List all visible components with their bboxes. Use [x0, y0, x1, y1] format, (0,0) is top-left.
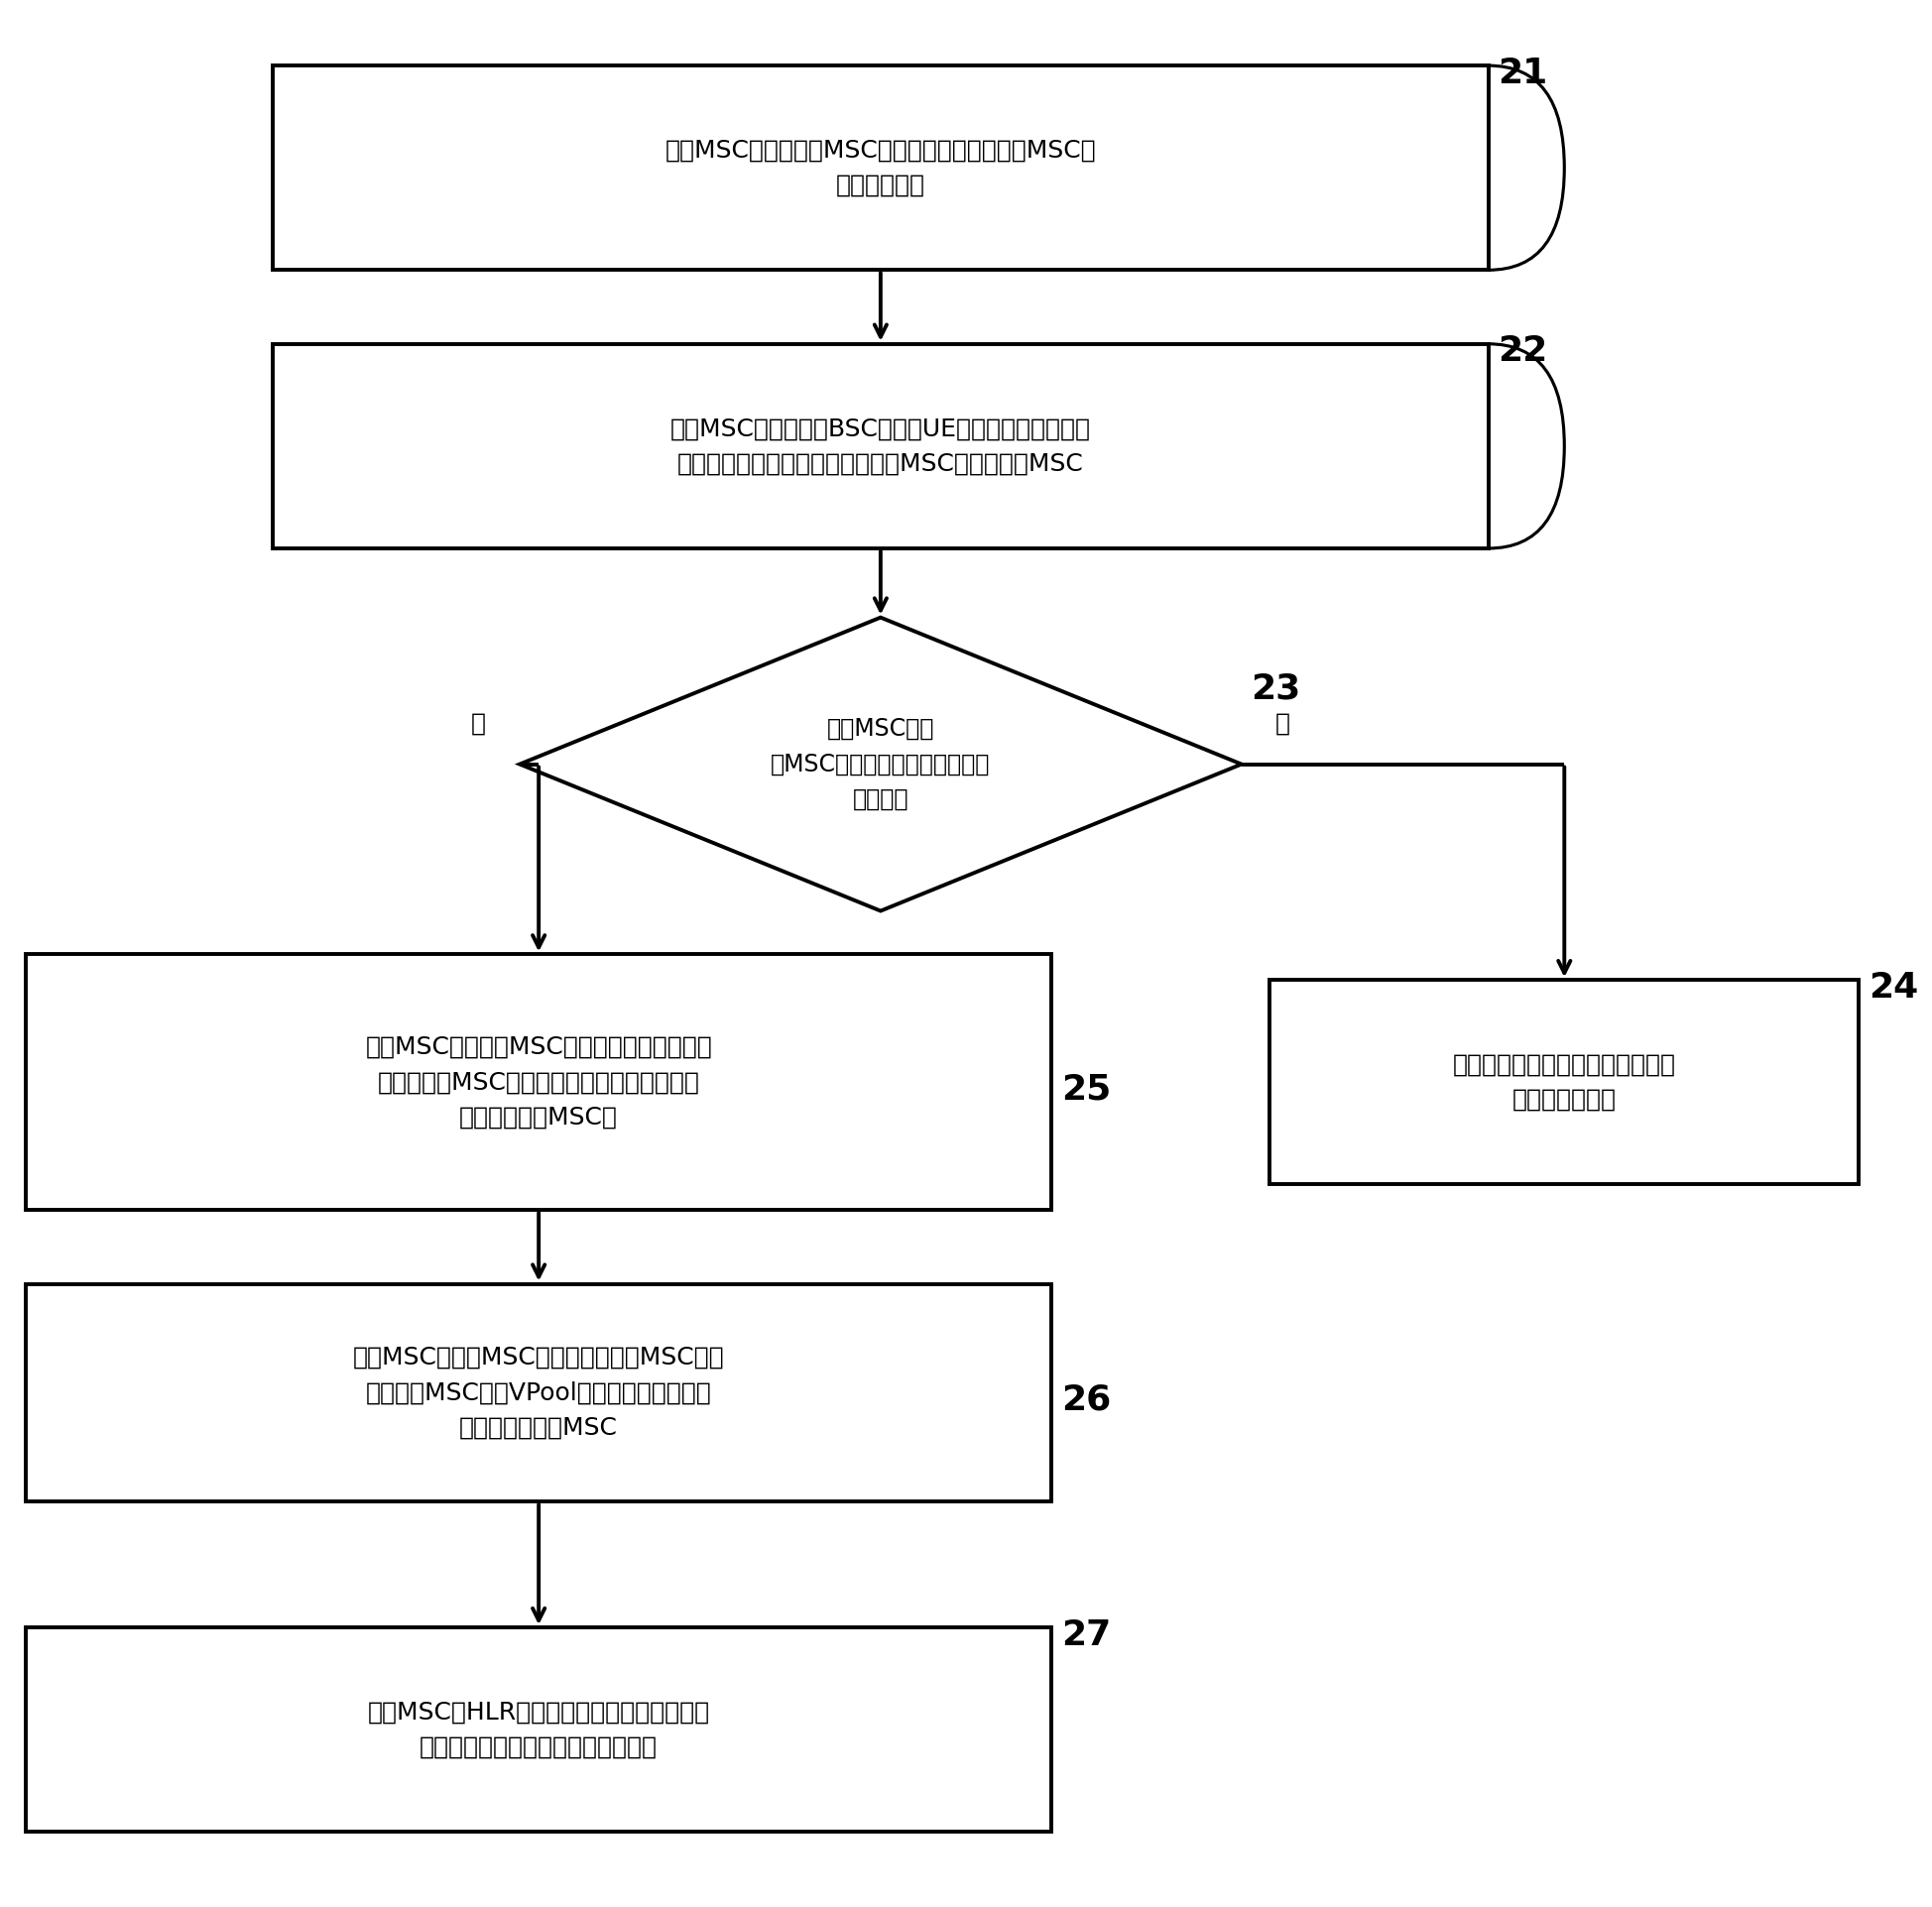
Text: 27: 27 [1061, 1617, 1111, 1651]
Text: 第一MSC判断
本MSC池的负载率是否超出预定
第一门限: 第一MSC判断 本MSC池的负载率是否超出预定 第一门限 [771, 717, 989, 810]
FancyBboxPatch shape [272, 65, 1488, 271]
FancyBboxPatch shape [1269, 980, 1859, 1184]
FancyBboxPatch shape [25, 954, 1051, 1211]
Text: 23: 23 [1250, 671, 1300, 706]
Text: 是: 是 [469, 711, 485, 736]
Text: 否: 否 [1275, 711, 1291, 736]
Text: 第一MSC根据其它MSC池的负载率信息，选择
出一个轻载MSC池，以将所述用户呼叫请求分
配给所述轻载MSC池: 第一MSC根据其它MSC池的负载率信息，选择 出一个轻载MSC池，以将所述用户呼… [365, 1036, 711, 1129]
FancyBboxPatch shape [25, 1283, 1051, 1501]
Text: 第一MSC从轻载MSC池内选择出第二MSC，并
在与第二MSC建立VPool后，将所述用户呼叫
请求转发到第二MSC: 第一MSC从轻载MSC池内选择出第二MSC，并 在与第二MSC建立VPool后，… [354, 1346, 724, 1440]
Text: 24: 24 [1868, 971, 1917, 1005]
Text: 按照现有的处理流程处理用户呼叫
请求，结束流程: 按照现有的处理流程处理用户呼叫 请求，结束流程 [1453, 1053, 1675, 1112]
Text: 26: 26 [1061, 1383, 1111, 1417]
Text: 25: 25 [1061, 1074, 1111, 1106]
FancyBboxPatch shape [272, 343, 1488, 549]
Text: 各个MSC池中的各个MSC，均周期性地收集其它MSC池
的负载率信息: 各个MSC池中的各个MSC，均周期性地收集其它MSC池 的负载率信息 [665, 139, 1095, 196]
Text: 21: 21 [1497, 55, 1548, 90]
Text: 22: 22 [1497, 334, 1548, 368]
Text: 第一MSC池内的某个BSC接收到UE发送的用户呼叫请求
后，将该用户呼叫请求转发到第一MSC池内的第一MSC: 第一MSC池内的某个BSC接收到UE发送的用户呼叫请求 后，将该用户呼叫请求转发… [670, 416, 1090, 475]
Text: 第二MSC从HLR下载对应的用户数据，并处理
所述用户呼叫请求，建立相应的会话: 第二MSC从HLR下载对应的用户数据，并处理 所述用户呼叫请求，建立相应的会话 [367, 1701, 709, 1758]
Polygon shape [520, 618, 1240, 912]
FancyBboxPatch shape [25, 1627, 1051, 1833]
